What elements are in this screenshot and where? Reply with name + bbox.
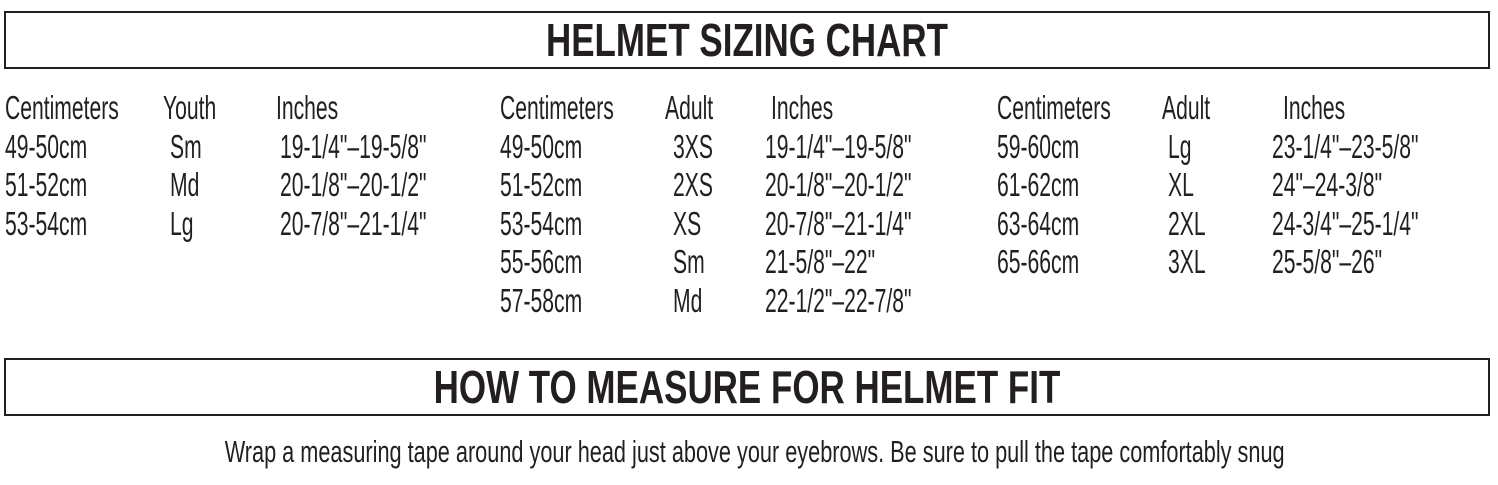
- cell-centimeters: 53-54cm: [500, 204, 583, 242]
- cell-inches: 20-1/8"–20-1/2": [765, 166, 912, 203]
- cell-size: Lg: [1168, 127, 1192, 165]
- cell-size: 2XL: [1168, 204, 1206, 242]
- cell-size: 3XS: [673, 127, 713, 165]
- cell-size: XS: [673, 204, 702, 242]
- cell-centimeters: 51-52cm: [500, 166, 583, 203]
- column-header-centimeters: Centimeters: [5, 89, 119, 126]
- column-header-inches: Inches: [1283, 89, 1346, 126]
- cell-centimeters: 65-66cm: [997, 243, 1080, 280]
- column-header-inches: Inches: [771, 89, 834, 126]
- cell-centimeters: 57-58cm: [500, 281, 583, 319]
- cell-inches: 20-1/8"–20-1/2": [280, 166, 427, 203]
- column-header-size: Adult: [665, 89, 714, 126]
- column-header-size: Youth: [163, 89, 217, 126]
- column-header-centimeters: Centimeters: [997, 89, 1111, 126]
- cell-centimeters: 53-54cm: [5, 204, 88, 242]
- cell-size: Md: [170, 166, 200, 203]
- cell-centimeters: 49-50cm: [500, 127, 583, 165]
- measure-header: HOW TO MEASURE FOR HELMET FIT: [4, 358, 1490, 416]
- cell-inches: 23-1/4"–23-5/8": [1272, 127, 1419, 165]
- cell-inches: 19-1/4"–19-5/8": [765, 127, 912, 165]
- cell-inches: 25-5/8"–26": [1272, 243, 1383, 280]
- cell-size: XL: [1168, 166, 1194, 203]
- cell-centimeters: 51-52cm: [5, 166, 88, 203]
- sizing-chart-title: HELMET SIZING CHART: [545, 14, 949, 66]
- sizing-chart-header: HELMET SIZING CHART: [4, 11, 1490, 69]
- column-header-size: Adult: [1162, 89, 1211, 126]
- column-header-inches: Inches: [276, 89, 339, 126]
- cell-inches: 22-1/2"–22-7/8": [765, 281, 912, 319]
- cell-centimeters: 55-56cm: [500, 243, 583, 280]
- cell-centimeters: 49-50cm: [5, 127, 88, 165]
- cell-inches: 19-1/4"–19-5/8": [280, 127, 427, 165]
- cell-size: 2XS: [673, 166, 713, 203]
- column-header-centimeters: Centimeters: [500, 89, 614, 126]
- cell-size: 3XL: [1168, 243, 1206, 280]
- cell-inches: 20-7/8"–21-1/4": [280, 204, 427, 242]
- cell-size: Sm: [673, 243, 705, 280]
- cell-size: Md: [673, 281, 703, 319]
- measure-instructions: Wrap a measuring tape around your head j…: [224, 434, 1285, 469]
- cell-centimeters: 63-64cm: [997, 204, 1080, 242]
- cell-inches: 21-5/8"–22": [765, 243, 876, 280]
- cell-centimeters: 61-62cm: [997, 166, 1080, 203]
- cell-centimeters: 59-60cm: [997, 127, 1080, 165]
- measure-title: HOW TO MEASURE FOR HELMET FIT: [433, 361, 1061, 413]
- cell-inches: 24-3/4"–25-1/4": [1272, 204, 1419, 242]
- cell-size: Sm: [170, 127, 202, 165]
- cell-inches: 20-7/8"–21-1/4": [765, 204, 912, 242]
- cell-inches: 24"–24-3/8": [1272, 166, 1383, 203]
- cell-size: Lg: [170, 204, 194, 242]
